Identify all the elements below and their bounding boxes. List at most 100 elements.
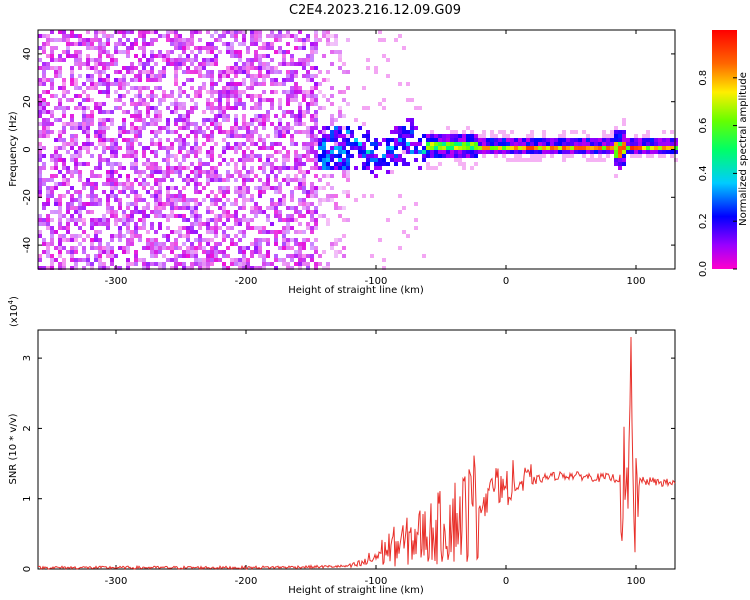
spectrogram-cell	[482, 142, 486, 146]
spectrogram-cell	[182, 126, 186, 130]
spectrogram-cell	[338, 90, 342, 94]
spectrogram-cell	[370, 254, 374, 258]
spectrogram-cell	[262, 126, 266, 130]
spectrogram-cell	[58, 86, 62, 90]
spectrogram-cell	[270, 198, 274, 202]
spectrogram-cell	[538, 138, 542, 142]
spectrogram-cell	[238, 142, 242, 146]
spectrogram-cell	[342, 234, 346, 238]
spectrogram-cell	[222, 266, 226, 270]
spectrogram-cell	[210, 178, 214, 182]
spectrogram-cell	[278, 230, 282, 234]
spectrogram-cell	[158, 138, 162, 142]
spectrogram-cell	[294, 114, 298, 118]
spectrogram-cell	[54, 38, 58, 42]
spectrogram-cell	[230, 86, 234, 90]
spectrogram-cell	[198, 66, 202, 70]
spectrogram-cell	[62, 86, 66, 90]
spectrogram-cell	[218, 174, 222, 178]
spectrogram-cell	[638, 154, 642, 158]
spectrogram-cell	[270, 66, 274, 70]
spectrogram-cell	[58, 74, 62, 78]
spectrogram-cell	[38, 170, 42, 174]
spectrogram-cell	[42, 222, 46, 226]
spectrogram-cell	[242, 142, 246, 146]
spectrogram-cell	[134, 130, 138, 134]
spectrogram-cell	[102, 110, 106, 114]
spectrogram-cell	[402, 230, 406, 234]
spectrogram-cell	[622, 154, 626, 158]
spectrogram-cell	[222, 90, 226, 94]
spectrogram-cell	[302, 214, 306, 218]
spectrogram-cell	[210, 158, 214, 162]
spectrogram-cell	[306, 102, 310, 106]
spectrogram-cell	[186, 78, 190, 82]
spectrogram-cell	[330, 198, 334, 202]
spectrogram-cell	[50, 82, 54, 86]
spectrogram-cell	[122, 118, 126, 122]
spectrogram-cell	[450, 146, 454, 150]
spectrogram-cell	[294, 150, 298, 154]
spectrogram-cell	[302, 262, 306, 266]
spectrogram-cell	[86, 54, 90, 58]
spectrogram-cell	[206, 150, 210, 154]
spectrogram-cell	[494, 134, 498, 138]
spectrogram-cell	[190, 210, 194, 214]
spectrogram-cell	[82, 142, 86, 146]
spectrogram-cell	[230, 262, 234, 266]
spectrogram-cell	[218, 226, 222, 230]
spectrogram-cell	[554, 142, 558, 146]
spectrogram-cell	[190, 58, 194, 62]
spectrogram-cell	[466, 142, 470, 146]
spectrogram-cell	[106, 90, 110, 94]
spectrogram-cell	[418, 138, 422, 142]
spectrogram-cell	[286, 238, 290, 242]
spectrogram-cell	[130, 114, 134, 118]
spectrogram-cell	[314, 142, 318, 146]
spectrogram-cell	[406, 150, 410, 154]
spectrogram-cell	[326, 78, 330, 82]
spectrogram-cell	[98, 134, 102, 138]
spectrogram-cell	[150, 98, 154, 102]
spectrogram-cell	[598, 154, 602, 158]
spectrogram-cell	[326, 194, 330, 198]
spectrogram-cell	[150, 50, 154, 54]
spectrogram-cell	[178, 114, 182, 118]
spectrogram-cell	[126, 82, 130, 86]
spectrogram-cell	[266, 98, 270, 102]
y-tick-label: 1	[22, 496, 33, 502]
spectrogram-cell	[70, 34, 74, 38]
spectrogram-cell	[270, 78, 274, 82]
spectrogram-cell	[314, 50, 318, 54]
spectrogram-cell	[118, 202, 122, 206]
spectrogram-cell	[174, 106, 178, 110]
spectrogram-cell	[646, 142, 650, 146]
spectrogram-cell	[54, 66, 58, 70]
spectrogram-cell	[58, 222, 62, 226]
spectrogram-cell	[174, 230, 178, 234]
spectrogram-cell	[226, 74, 230, 78]
spectrogram-cell	[258, 146, 262, 150]
spectrogram-cell	[62, 34, 66, 38]
spectrogram-cell	[294, 86, 298, 90]
spectrogram-cell	[630, 138, 634, 142]
spectrogram-cell	[262, 54, 266, 58]
spectrogram-cell	[286, 266, 290, 270]
spectrogram-cell	[226, 70, 230, 74]
spectrogram-cell	[438, 150, 442, 154]
spectrogram-cell	[198, 90, 202, 94]
spectrogram-cell	[154, 162, 158, 166]
spectrogram-cell	[178, 206, 182, 210]
spectrogram-cell	[202, 66, 206, 70]
spectrogram-cell	[378, 238, 382, 242]
spectrogram-cell	[214, 118, 218, 122]
spectrogram-cell	[322, 162, 326, 166]
spectrogram-cell	[622, 118, 626, 122]
spectrogram-cell	[330, 154, 334, 158]
spectrogram-cell	[46, 134, 50, 138]
spectrogram-cell	[66, 142, 70, 146]
spectrogram-cell	[322, 54, 326, 58]
spectrogram-cell	[166, 126, 170, 130]
spectrogram-cell	[626, 146, 630, 150]
